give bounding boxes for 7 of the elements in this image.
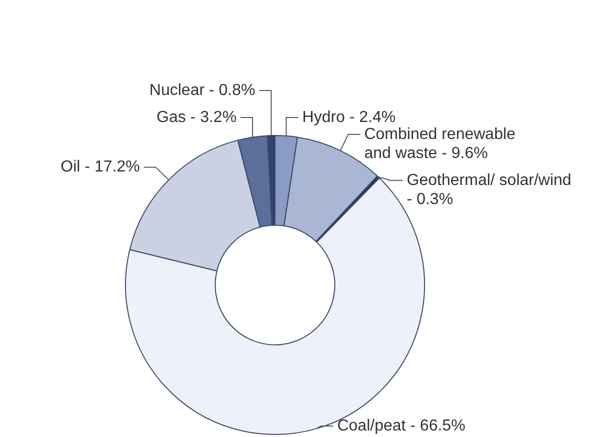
slice-label: Nuclear - 0.8%: [149, 82, 256, 99]
slice-label: Combined renewable and waste - 9.6%: [364, 126, 516, 162]
slice-label: Coal/peat - 66.5%: [337, 417, 466, 434]
slice-label: Hydro - 2.4%: [302, 108, 396, 126]
slice-label: Oil - 17.2%: [60, 158, 140, 176]
slice-label: Gas - 3.2%: [156, 108, 237, 126]
slice-label: Geothermal/ solar/wind - 0.3%: [406, 172, 572, 208]
